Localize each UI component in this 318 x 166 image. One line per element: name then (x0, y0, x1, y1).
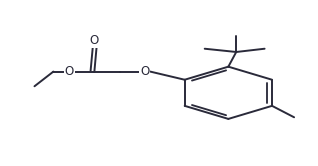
Text: O: O (140, 65, 149, 78)
Text: O: O (65, 65, 74, 78)
Text: O: O (90, 34, 99, 47)
